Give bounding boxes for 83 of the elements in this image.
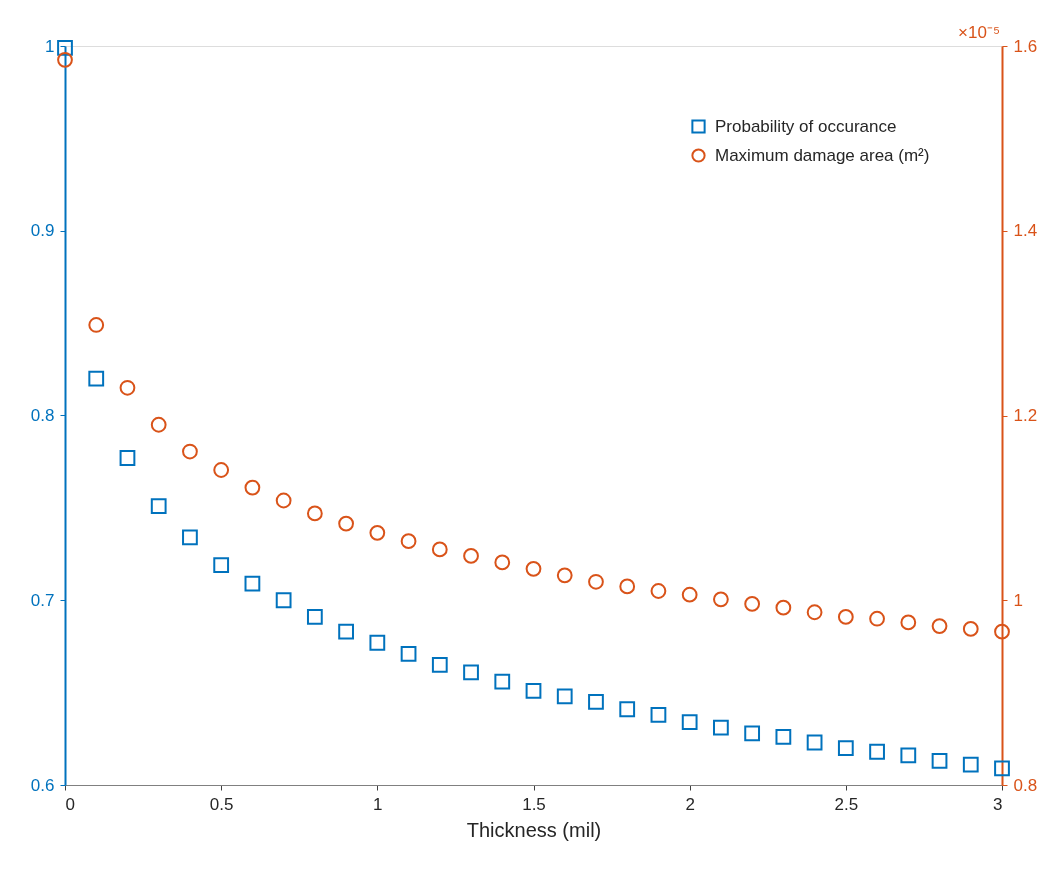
point [369,634,386,651]
point [244,575,261,592]
point [150,416,167,433]
point [463,548,479,564]
point [619,701,636,718]
x-tick-label: 0.5 [209,794,234,814]
point [713,591,729,608]
x-tick-label: 0 [65,794,75,814]
point [494,673,511,690]
point [994,760,1010,777]
point [306,608,323,625]
point [588,693,604,710]
point [119,450,136,466]
x-tick-label: 2.5 [834,794,859,814]
point [650,583,667,599]
point [57,39,73,56]
text: ×10⁻⁵ [958,23,1000,42]
point [713,719,729,736]
point [182,443,198,460]
legend-label: Maximum damage area (m²) [715,145,930,165]
x-axis-title: Thickness (mil) [466,818,602,841]
point [869,743,885,760]
point [681,586,698,603]
point [525,560,542,577]
y-tick-label: 0.6 [30,775,55,795]
y-tick-label: 0.7 [30,590,55,610]
point [650,706,667,723]
point [150,498,167,514]
point [369,524,386,541]
point [182,529,198,546]
point [931,618,948,634]
point [837,609,854,625]
point [494,554,511,571]
point [556,688,573,705]
point [744,596,761,612]
point [275,492,292,509]
x-tick-label: 1 [373,794,383,814]
point [556,567,573,584]
point [338,515,354,532]
point [119,379,136,396]
point [57,51,73,68]
y2-tick-label: 1 [1013,590,1023,610]
point [275,592,292,609]
x-tick-label: 2 [685,794,695,814]
y-tick-label: 0.9 [30,221,55,241]
point [837,740,854,756]
point [775,729,792,745]
point [619,578,636,595]
point [962,756,979,773]
legend-label: Probability of occurance [715,116,897,136]
point [244,479,261,496]
point [306,505,323,522]
point [806,604,823,621]
point [962,621,979,637]
point [400,645,417,662]
point [463,664,479,681]
point [431,541,448,558]
y2-tick-label: 0.8 [1013,775,1038,795]
x-tick-label: 3 [993,794,1003,814]
point [213,557,230,574]
point [900,747,917,764]
point [775,599,792,616]
y-tick-label: 0.8 [30,406,55,425]
point [806,734,823,751]
point [900,614,917,631]
point [338,623,354,640]
point [744,725,761,742]
y2-tick-label: 1.4 [1013,221,1038,241]
point [869,610,885,627]
y2-tick-label: 1.6 [1013,36,1038,56]
y2-tick-label: 1.2 [1013,406,1038,425]
point [88,370,105,387]
point [431,657,448,673]
point [681,714,698,731]
point [994,623,1010,640]
point [400,533,417,550]
x-tick-label: 1.5 [522,794,546,814]
point [931,753,948,769]
point [588,573,604,590]
point [525,682,542,699]
point [213,462,230,478]
y-tick-label: 1 [45,36,55,56]
point [88,317,105,333]
